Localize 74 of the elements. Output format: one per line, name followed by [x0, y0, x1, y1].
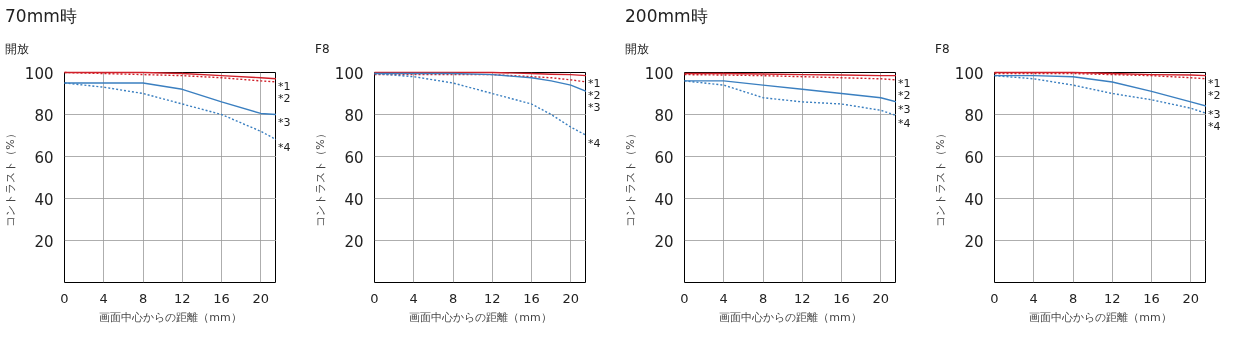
y-tick-label: 80	[34, 106, 54, 125]
x-axis-title: 画面中心からの距離（mm）	[409, 310, 552, 324]
y-tick-label: 100	[954, 64, 984, 83]
x-tick-label: 0	[990, 290, 999, 306]
series-label: *3	[278, 116, 291, 129]
y-tick-label: 20	[344, 232, 364, 251]
x-tick-label: 4	[1029, 290, 1038, 306]
x-tick-label: 0	[680, 290, 689, 306]
series-label: *1	[898, 77, 911, 91]
series-label: *2	[898, 89, 911, 103]
chart-title: F8	[315, 41, 330, 57]
y-tick-label: 40	[964, 190, 984, 209]
y-tick-label: 40	[344, 190, 364, 209]
series-label: *3	[898, 103, 911, 117]
series-label: *2	[278, 92, 291, 106]
x-tick-label: 8	[448, 290, 458, 306]
x-tick-label: 12	[1104, 290, 1121, 306]
x-tick-label: 16	[833, 290, 850, 306]
y-tick-label: 100	[24, 64, 54, 83]
chart-subtitle: 開放	[5, 41, 29, 57]
y-tick-label: 40	[654, 190, 674, 209]
y-tick-label: 20	[654, 232, 674, 251]
series-label: *2	[1208, 89, 1221, 103]
x-axis-title: 画面中心からの距離（mm）	[719, 310, 862, 324]
x-tick-label: 8	[1068, 290, 1078, 306]
x-axis-title: 画面中心からの距離（mm）	[99, 310, 242, 324]
y-tick-label: 60	[964, 148, 984, 167]
series-label: *4	[278, 141, 291, 155]
x-tick-label: 0	[60, 290, 69, 306]
x-tick-label: 12	[174, 290, 191, 306]
series-label: *3	[588, 101, 601, 115]
y-tick-label: 80	[964, 106, 984, 125]
y-axis-title: コントラスト（%）	[623, 128, 637, 227]
y-axis-title: コントラスト（%）	[933, 128, 947, 227]
chart-title: 200mm時	[625, 5, 708, 27]
y-tick-label: 100	[644, 64, 674, 83]
chart-title: F8	[935, 41, 950, 57]
series-label: *4	[898, 117, 911, 131]
y-tick-label: 100	[334, 64, 364, 83]
x-tick-label: 16	[1143, 290, 1160, 306]
y-axis-title: コントラスト（%）	[313, 128, 327, 227]
x-tick-label: 16	[213, 290, 230, 306]
y-tick-label: 60	[34, 148, 54, 167]
chart-subtitle: 開放	[625, 41, 649, 57]
x-tick-label: 0	[370, 290, 379, 306]
series-label: *3	[1208, 107, 1221, 121]
y-tick-label: 60	[654, 148, 674, 167]
series-label: *4	[588, 137, 601, 150]
y-tick-label: 80	[654, 106, 674, 125]
y-tick-label: 60	[344, 148, 364, 167]
series-label: *1	[1208, 77, 1221, 91]
x-tick-label: 4	[719, 290, 728, 306]
y-axis-title: コントラスト（%）	[3, 128, 17, 227]
x-tick-label: 8	[138, 290, 148, 306]
x-tick-label: 8	[758, 290, 768, 306]
y-tick-label: 80	[344, 106, 364, 125]
series-label: *4	[1208, 119, 1221, 133]
x-tick-label: 16	[523, 290, 540, 306]
x-tick-label: 4	[99, 290, 108, 306]
x-tick-label: 20	[252, 290, 270, 306]
y-tick-label: 20	[34, 232, 54, 251]
x-tick-label: 12	[484, 290, 501, 306]
y-tick-label: 40	[34, 190, 54, 209]
series-label: *1	[588, 77, 601, 91]
x-tick-label: 12	[794, 290, 811, 306]
x-tick-label: 20	[1182, 290, 1200, 306]
series-label: *2	[588, 89, 601, 103]
x-tick-label: 4	[409, 290, 418, 306]
x-axis-title: 画面中心からの距離（mm）	[1029, 310, 1172, 324]
chart-title: 70mm時	[5, 5, 77, 27]
y-tick-label: 20	[964, 232, 984, 251]
x-tick-label: 20	[872, 290, 890, 306]
series-label: *1	[278, 80, 291, 94]
x-tick-label: 20	[562, 290, 580, 306]
